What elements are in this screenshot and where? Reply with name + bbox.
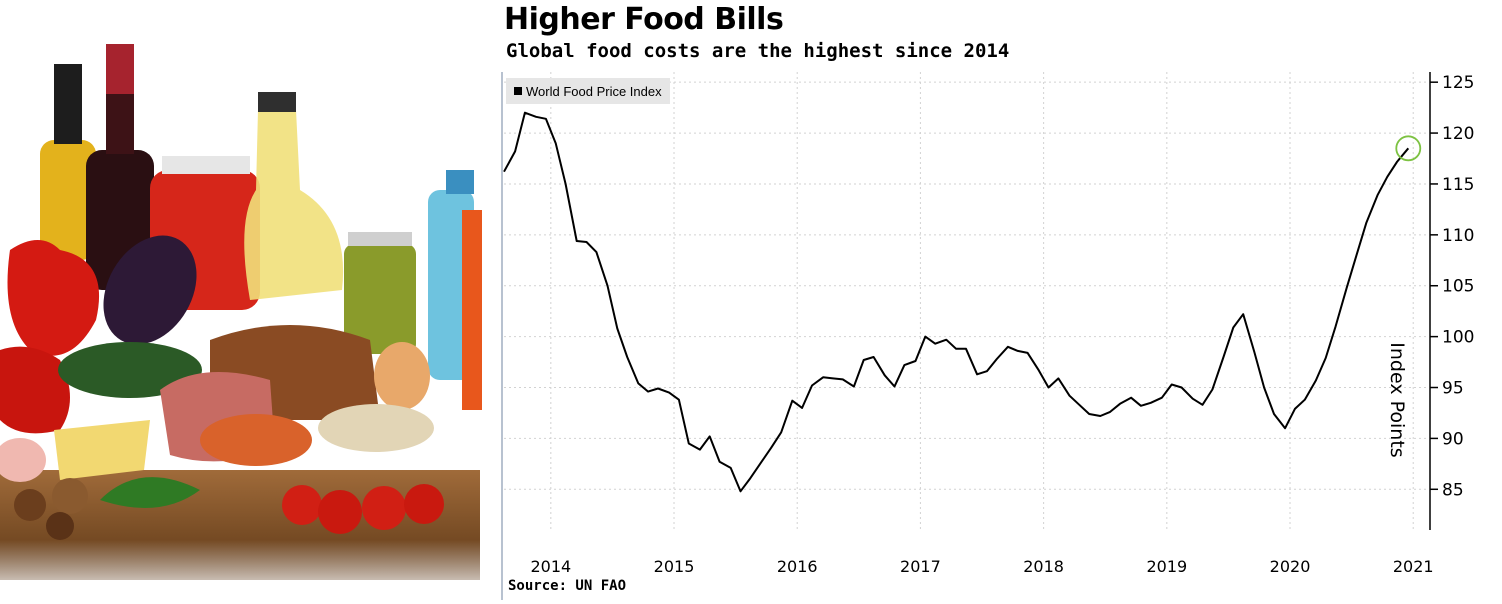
groceries-illustration (0, 0, 490, 600)
series-line (503, 111, 1410, 493)
legend-swatch (514, 87, 522, 95)
y-tick-label: 120 (1442, 124, 1474, 144)
eggplant (103, 235, 197, 345)
y-tick-label: 95 (1442, 379, 1464, 399)
chart-subtitle: Global food costs are the highest since … (506, 40, 1010, 62)
x-tick-label: 2018 (1023, 557, 1064, 576)
x-tick-label: 2020 (1270, 557, 1311, 576)
y-ticks: 85 90 95 100 105 110 115 120 125 (1430, 73, 1474, 500)
y-tick-label: 125 (1442, 73, 1474, 93)
chart-title: Higher Food Bills (504, 2, 784, 37)
red-pepper (7, 240, 100, 356)
salami-roll (0, 438, 46, 482)
x-tick-label: 2015 (654, 557, 695, 576)
latest-value-highlight (1395, 135, 1422, 162)
olive-jar (344, 232, 416, 354)
x-ticks: 2014 2015 2016 2017 2018 2019 2020 2021 (530, 557, 1433, 576)
series-layer (503, 111, 1410, 493)
cherry-tomatoes (282, 484, 444, 534)
y-tick-label: 90 (1442, 429, 1464, 449)
y-tick-label: 105 (1442, 277, 1474, 297)
legend: World Food Price Index (506, 78, 670, 104)
chart-panel: 85 90 95 100 105 110 115 120 125 2014 2015 2016 201… (490, 0, 1502, 600)
juice-bottle (462, 210, 482, 410)
lentil-bowl (200, 414, 312, 466)
chickpea-bowl (318, 404, 434, 452)
egg (374, 342, 430, 410)
grid (504, 72, 1428, 530)
x-tick-label: 2014 (530, 557, 571, 576)
x-tick-label: 2019 (1146, 557, 1187, 576)
basil-leaves (100, 477, 200, 508)
olive-oil-bottle (40, 64, 96, 260)
cucumber (58, 342, 202, 398)
x-tick-label: 2021 (1393, 557, 1434, 576)
y-tick-label: 100 (1442, 328, 1474, 348)
chart-source: Source: UN FAO (508, 578, 627, 594)
legend-label: World Food Price Index (526, 83, 662, 99)
y-axis-label: Index Points (1386, 342, 1408, 458)
y-tick-label: 110 (1442, 226, 1474, 246)
nuts (14, 478, 88, 540)
x-tick-label: 2016 (777, 557, 818, 576)
oil-carafe (244, 92, 344, 300)
y-tick-label: 115 (1442, 175, 1474, 195)
y-tick-label: 85 (1442, 480, 1464, 500)
groceries-photo (0, 0, 490, 600)
cheese-slice (54, 420, 150, 480)
red-pepper-small (0, 346, 70, 434)
x-tick-label: 2017 (900, 557, 941, 576)
